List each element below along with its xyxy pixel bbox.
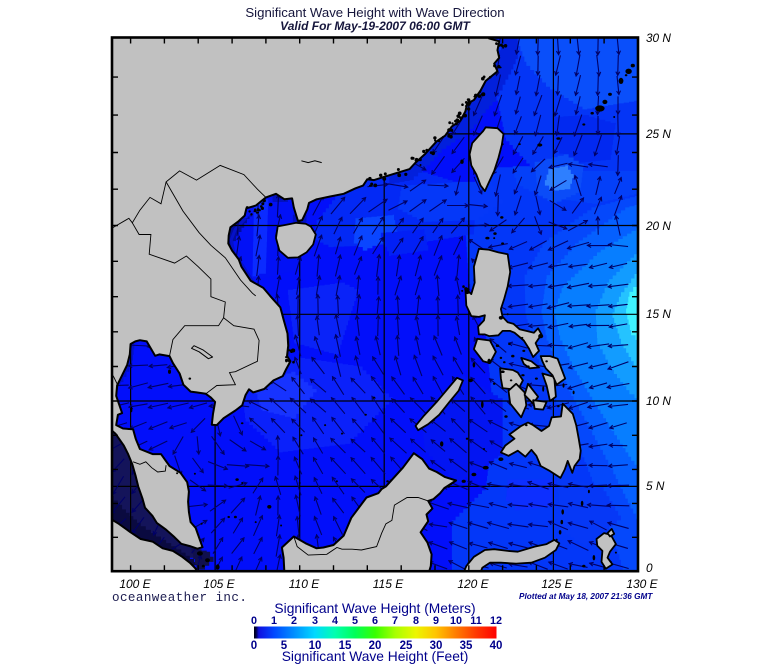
svg-text:15: 15 xyxy=(339,640,352,652)
svg-text:7: 7 xyxy=(392,615,398,627)
svg-text:20 N: 20 N xyxy=(645,219,671,233)
svg-text:8: 8 xyxy=(413,615,419,627)
svg-text:120 E: 120 E xyxy=(457,577,489,591)
svg-text:Significant Wave Height (Feet): Significant Wave Height (Feet) xyxy=(282,649,469,664)
svg-text:Significant Wave Height (Meter: Significant Wave Height (Meters) xyxy=(274,601,475,616)
svg-text:130 E: 130 E xyxy=(626,577,658,591)
svg-text:12: 12 xyxy=(490,615,502,627)
svg-text:4: 4 xyxy=(332,615,338,627)
svg-text:0: 0 xyxy=(646,561,653,575)
svg-text:11: 11 xyxy=(470,615,481,627)
svg-text:5: 5 xyxy=(352,615,358,627)
svg-text:0: 0 xyxy=(251,615,257,627)
svg-text:105 E: 105 E xyxy=(203,577,235,591)
svg-text:20: 20 xyxy=(369,640,382,652)
svg-text:40: 40 xyxy=(490,640,503,652)
svg-text:2: 2 xyxy=(291,615,297,627)
svg-text:5 N: 5 N xyxy=(646,479,665,493)
svg-text:Valid For May-19-2007 06:00 GM: Valid For May-19-2007 06:00 GMT xyxy=(280,19,471,33)
svg-text:oceanweather inc.: oceanweather inc. xyxy=(112,591,247,605)
svg-text:5: 5 xyxy=(281,640,288,652)
svg-text:Significant Wave Height with W: Significant Wave Height with Wave Direct… xyxy=(245,5,504,20)
svg-text:10: 10 xyxy=(450,615,462,627)
svg-text:25: 25 xyxy=(400,640,413,652)
svg-text:10: 10 xyxy=(309,640,322,652)
svg-text:35: 35 xyxy=(460,640,473,652)
svg-text:100 E: 100 E xyxy=(119,577,151,591)
svg-text:0: 0 xyxy=(251,640,257,652)
svg-text:30 N: 30 N xyxy=(646,31,671,45)
svg-text:Plotted at May 18, 2007 21:36: Plotted at May 18, 2007 21:36 GMT xyxy=(519,592,653,601)
svg-text:15 N: 15 N xyxy=(646,307,671,321)
svg-text:1: 1 xyxy=(271,615,277,627)
svg-text:110 E: 110 E xyxy=(289,577,320,591)
svg-text:9: 9 xyxy=(433,615,439,627)
svg-text:6: 6 xyxy=(372,615,378,627)
svg-text:3: 3 xyxy=(312,615,318,627)
svg-text:25 N: 25 N xyxy=(645,127,671,141)
svg-text:30: 30 xyxy=(430,640,443,652)
svg-text:125 E: 125 E xyxy=(541,577,573,591)
svg-text:115 E: 115 E xyxy=(373,577,404,591)
svg-text:10 N: 10 N xyxy=(646,394,671,408)
